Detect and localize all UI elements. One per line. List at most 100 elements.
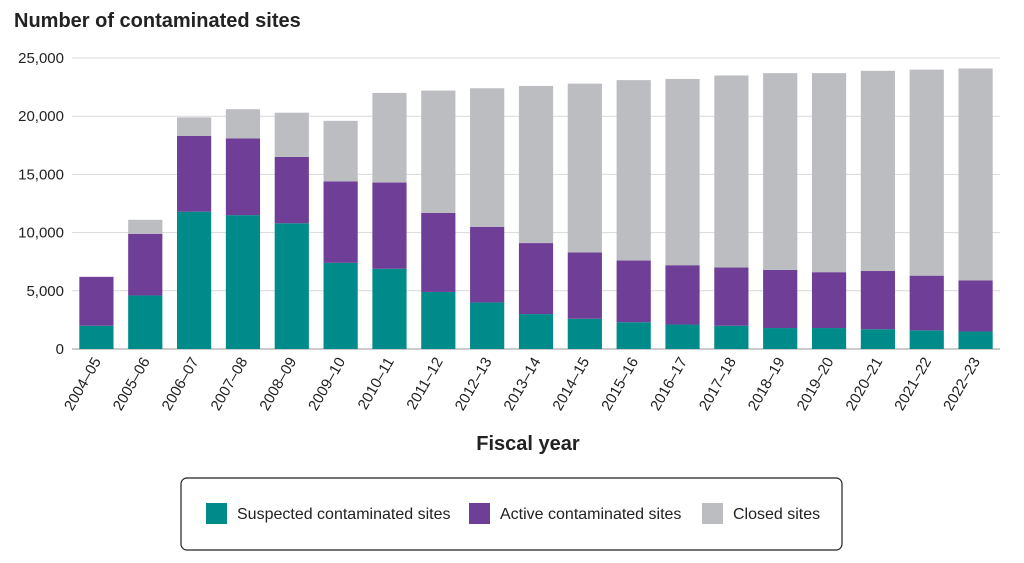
bar-segment [567,83,602,253]
legend-label: Suspected contaminated sites [237,506,450,523]
bar-segment [811,73,847,273]
bar-segment [225,109,261,139]
x-tick-label: 2014–15 [549,355,593,414]
y-tick-label: 20,000 [18,108,64,125]
bar-segment [372,92,407,183]
x-tick-label: 2018–19 [745,355,789,414]
x-tick-label: 2012–13 [452,355,496,414]
bar-segment [958,331,993,349]
bar-segment [763,269,798,329]
bar-segment [665,324,700,349]
x-tick-label: 2007–08 [207,355,251,414]
legend-items: Suspected contaminated sites Active conta… [206,503,820,524]
bar-segment [958,68,993,281]
y-tick-label: 0 [56,341,64,358]
x-tick-label: 2009–10 [305,355,349,414]
bar-segment [567,318,602,349]
bar-segment [177,211,212,349]
x-tick-label: 2021–22 [891,355,935,414]
y-axis-ticks: 0 5,000 10,000 15,000 20,000 25,000 [18,50,64,358]
x-tick-label: 2011–12 [403,355,446,413]
bar-segment [323,181,358,263]
x-tick-label: 2019–20 [794,355,838,414]
x-tick-label: 2020–21 [842,355,886,414]
x-tick-label: 2013–14 [501,355,545,414]
bar-segment [860,271,895,330]
legend-box [180,477,843,551]
bar-segment [616,260,651,323]
legend-swatch [206,503,227,524]
bar-segment [274,223,309,349]
bar-segment [518,243,554,315]
bars [79,68,993,349]
bar-segment [909,275,944,331]
bar-segment [177,135,212,212]
bar-segment [616,322,651,349]
x-tick-label: 2005–06 [110,355,154,414]
legend-swatch [702,503,723,524]
bar-segment [470,226,505,303]
bar-segment [518,85,554,244]
bar-segment [274,112,309,157]
bar-segment [665,265,700,325]
bar-segment [909,330,944,349]
bar-segment [128,295,163,349]
bar-segment [177,117,212,136]
x-tick-label: 2006–07 [159,355,203,414]
bar-segment [274,156,309,224]
x-axis-title: Fiscal year [476,433,580,455]
x-tick-label: 2016–17 [647,355,691,414]
x-tick-label: 2017–18 [696,355,740,414]
bar-segment [958,280,993,332]
legend-label: Active contaminated sites [500,506,681,523]
bar-segment [860,329,895,349]
bar-segment [128,219,163,234]
y-tick-label: 10,000 [18,225,64,242]
bar-segment [763,328,798,349]
bar-segment [763,73,798,270]
bar-segment [714,325,749,349]
bar-segment [225,215,261,349]
bar-segment [421,90,456,213]
bar-segment [323,120,358,182]
y-tick-label: 25,000 [18,50,64,67]
bar-segment [225,138,261,216]
x-tick-label: 2015–16 [598,355,642,414]
bar-segment [79,276,114,326]
bar-segment [616,80,651,261]
chart-title: Number of contaminated sites [14,10,301,32]
bar-segment [128,233,163,296]
x-axis-ticks: 2004–05 2005–06 2006–07 2007–08 2008–09 2009–… [61,354,984,413]
bar-segment [372,268,407,349]
x-tick-label: 2008–09 [256,355,300,414]
bar-segment [714,75,749,268]
y-tick-label: 15,000 [18,166,64,183]
bar-segment [470,88,505,227]
y-tick-label: 5,000 [26,283,64,300]
bar-segment [811,328,847,349]
bar-segment [518,314,554,349]
bar-segment [372,182,407,269]
legend-item: Closed sites [702,503,820,524]
bar-segment [421,212,456,292]
bar-segment [79,325,114,349]
bar-segment [811,272,847,329]
bar-segment [323,262,358,349]
x-tick-label: 2004–05 [61,355,105,414]
bar-segment [714,267,749,326]
legend: Suspected contaminated sites Active conta… [180,477,843,551]
bar-segment [567,252,602,319]
bar-segment [421,291,456,349]
bar-segment [860,70,895,272]
bar-segment [470,302,505,349]
bar-segment [909,69,944,276]
bar-segment [665,78,700,266]
legend-item: Active contaminated sites [469,503,681,524]
legend-item: Suspected contaminated sites [206,503,450,524]
x-tick-label: 2010–11 [355,355,398,413]
legend-label: Closed sites [733,506,820,523]
x-tick-label: 2022–23 [940,354,984,413]
legend-swatch [469,503,490,524]
